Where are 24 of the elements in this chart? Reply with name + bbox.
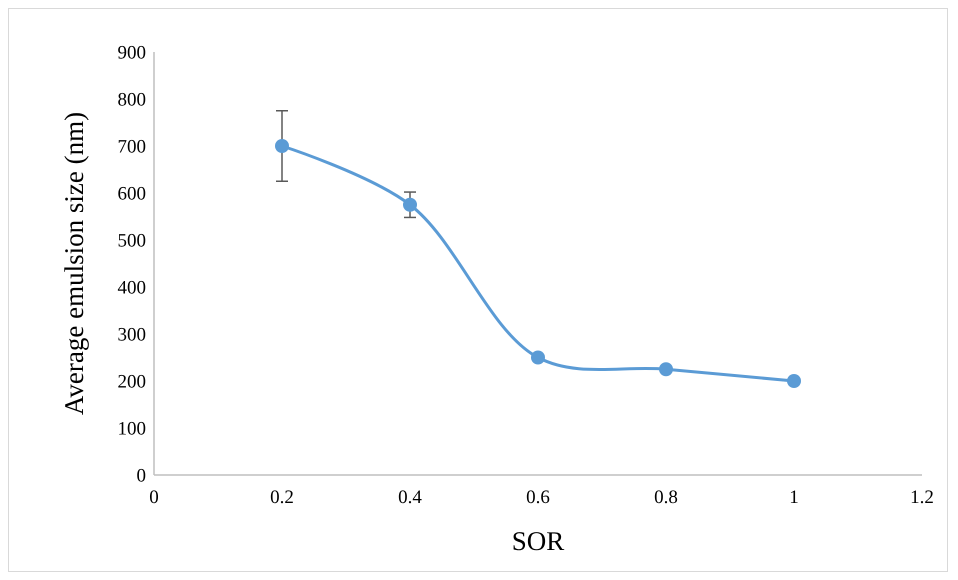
x-tick-label: 1.2 [910,487,934,508]
y-axis-title: Average emulsion size (nm) [59,112,89,416]
y-tick-label: 700 [118,136,146,158]
point [403,198,417,212]
y-tick-label: 800 [118,90,146,111]
y-tick-label: 600 [118,184,146,205]
y-tick-label: 300 [118,324,146,346]
x-tick-label: 0.4 [398,487,422,508]
y-tick-label: 0 [136,466,146,487]
point [275,139,289,153]
x-tick-label: 0.8 [654,487,678,508]
point [659,362,673,376]
x-tick-label: 0 [149,487,159,508]
point [787,374,801,388]
x-tick-label: 0.6 [526,487,550,508]
y-tick-label: 400 [118,278,146,299]
y-tick-label: 500 [118,230,146,252]
x-tick-label: 1 [789,487,799,508]
x-tick-label: 0.2 [270,487,294,508]
y-tick-label: 100 [118,418,146,440]
point [531,350,545,364]
y-tick-label: 200 [118,372,146,393]
x-axis-title: SOR [512,526,564,556]
y-tick-label: 900 [118,42,146,64]
